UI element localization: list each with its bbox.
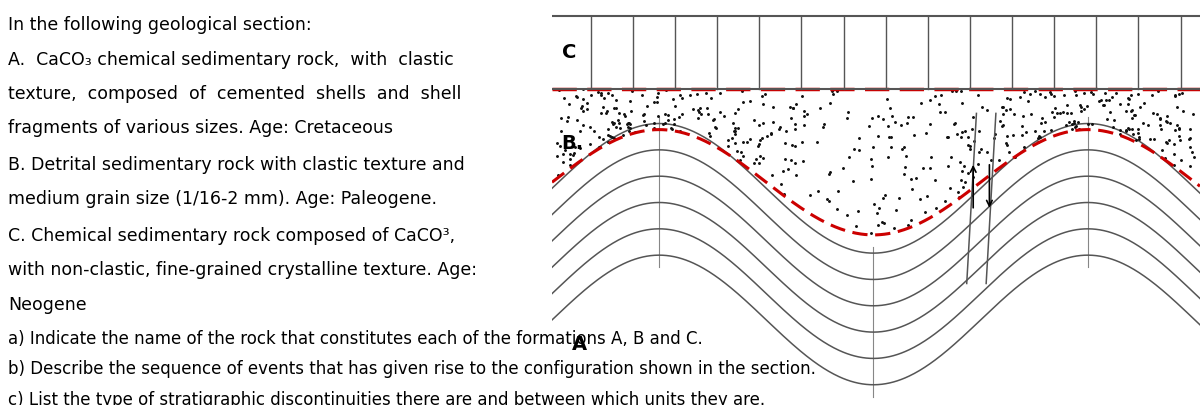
Text: a) Indicate the name of the rock that constitutes each of the formations A, B an: a) Indicate the name of the rock that co…: [8, 330, 703, 348]
Text: B. Detrital sedimentary rock with clastic texture and: B. Detrital sedimentary rock with clasti…: [8, 156, 466, 174]
Text: fragments of various sizes. Age: Cretaceous: fragments of various sizes. Age: Cretace…: [8, 119, 394, 137]
Text: A: A: [571, 335, 587, 354]
Text: C: C: [562, 43, 576, 62]
Text: b) Describe the sequence of events that has given rise to the configuration show: b) Describe the sequence of events that …: [8, 360, 816, 378]
Text: In the following geological section:: In the following geological section:: [8, 16, 312, 34]
Text: with non-clastic, fine-grained crystalline texture. Age:: with non-clastic, fine-grained crystalli…: [8, 261, 478, 279]
Text: c) List the type of stratigraphic discontinuities there are and between which un: c) List the type of stratigraphic discon…: [8, 391, 766, 405]
Text: A.  CaCO₃ chemical sedimentary rock,  with  clastic: A. CaCO₃ chemical sedimentary rock, with…: [8, 51, 454, 68]
Text: Neogene: Neogene: [8, 296, 86, 313]
Text: texture,  composed  of  cemented  shells  and  shell: texture, composed of cemented shells and…: [8, 85, 462, 103]
Text: C. Chemical sedimentary rock composed of CaCO³,: C. Chemical sedimentary rock composed of…: [8, 227, 456, 245]
Text: B.: B.: [562, 134, 584, 153]
Text: medium grain size (1/16-2 mm). Age: Paleogene.: medium grain size (1/16-2 mm). Age: Pale…: [8, 190, 437, 208]
